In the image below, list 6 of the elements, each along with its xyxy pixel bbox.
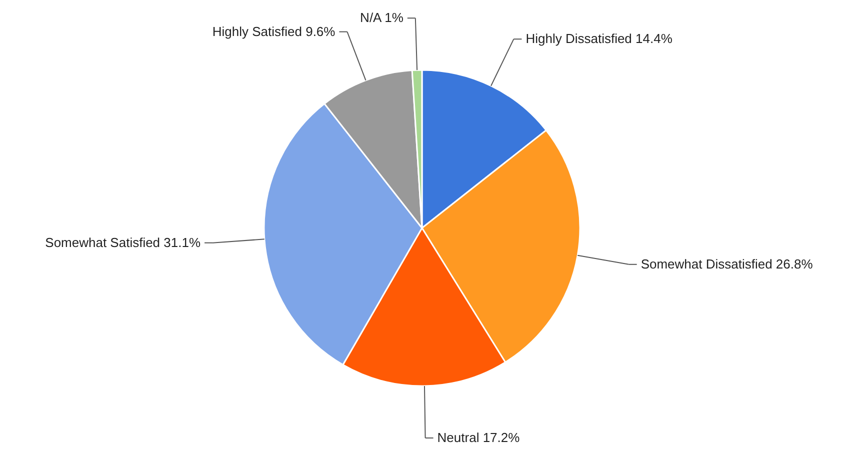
slice-label: Somewhat Dissatisfied 26.8% xyxy=(640,256,814,272)
slice-label: N/A 1% xyxy=(360,10,404,26)
slice-label: Highly Satisfied 9.6% xyxy=(212,24,336,39)
slice-label: Somewhat Satisfied 31.1% xyxy=(45,234,201,250)
slice-label: Neutral 17.2% xyxy=(437,430,520,445)
slice-label: Highly Dissatisfied 14.4% xyxy=(526,31,673,46)
